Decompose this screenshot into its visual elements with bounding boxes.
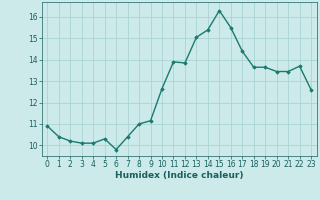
X-axis label: Humidex (Indice chaleur): Humidex (Indice chaleur) — [115, 171, 244, 180]
